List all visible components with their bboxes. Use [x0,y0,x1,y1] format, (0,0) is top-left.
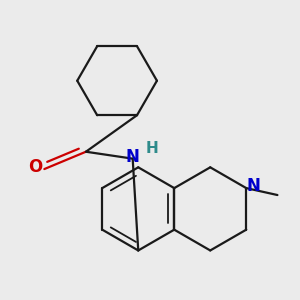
Text: N: N [126,148,140,166]
Text: O: O [28,158,42,176]
Text: H: H [146,141,158,156]
Text: N: N [246,177,260,195]
